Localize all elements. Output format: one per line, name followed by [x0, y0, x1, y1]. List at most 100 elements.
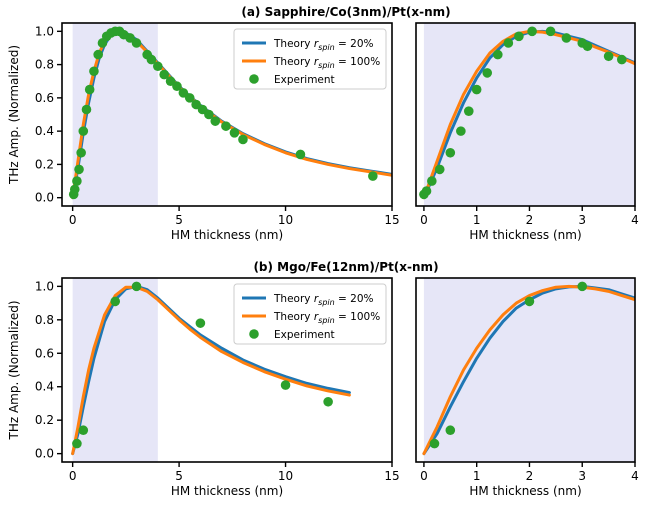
x-tick-label: 10	[278, 469, 293, 483]
y-tick-label: 1.0	[35, 279, 54, 293]
shaded-region	[423, 278, 635, 462]
experiment-point	[131, 38, 142, 48]
legend-label: Theory rspin = 100%	[273, 56, 380, 70]
x-tick-label: 2	[526, 213, 534, 227]
y-tick-label: 0.0	[35, 447, 54, 461]
experiment-point	[159, 69, 169, 80]
y-tick-label: 0.8	[35, 58, 54, 72]
x-tick-label: 0	[69, 469, 77, 483]
x-tick-label: 5	[175, 469, 183, 483]
x-tick-label: 0	[69, 213, 77, 227]
x-tick-label: 2	[526, 469, 534, 483]
experiment-point	[603, 51, 614, 62]
x-axis-label: HM thickness (nm)	[469, 228, 581, 242]
y-tick-label: 0.0	[35, 191, 54, 205]
experiment-point	[146, 54, 157, 65]
legend-swatch	[249, 74, 259, 84]
experiment-point	[295, 149, 306, 160]
x-tick-label: 3	[578, 469, 586, 483]
x-tick-label: 3	[578, 213, 586, 227]
x-axis-label: HM thickness (nm)	[171, 484, 283, 498]
legend-label: Theory rspin = 20%	[273, 38, 374, 52]
panel-a-left: 0 5 10 15 0.0 0.2 0.4 0.6 0.8 1.0 HM thickness (nm…	[7, 22, 400, 242]
experiment-point	[204, 109, 214, 120]
experiment-point	[153, 61, 163, 72]
experiment-point	[69, 184, 80, 195]
experiment-point	[110, 296, 121, 307]
x-tick-label: 1	[473, 213, 481, 227]
legend-label: Theory rspin = 20%	[273, 293, 374, 307]
theory-100-line	[422, 284, 635, 456]
experiment-point	[471, 84, 482, 95]
experiment-point	[280, 380, 291, 390]
axes-frame	[61, 22, 393, 207]
experiment-point	[78, 126, 89, 136]
experiment-point	[427, 176, 437, 186]
experiment-point	[84, 84, 95, 95]
legend-label: Theory rspin = 100%	[273, 311, 380, 325]
legend-label: Experiment	[274, 74, 335, 86]
y-axis-label: THz Amp. (Normalized)	[7, 300, 21, 440]
experiment-point	[89, 66, 99, 77]
experiment-point	[229, 128, 240, 138]
experiment-point	[74, 164, 84, 175]
experiment-point	[492, 49, 503, 60]
experiment-point	[503, 38, 514, 48]
theory-100-line	[71, 285, 351, 456]
experiment-point	[195, 318, 206, 328]
experiment-point	[76, 147, 86, 158]
y-axis-label: THz Amp. (Normalized)	[7, 45, 21, 185]
experiment-point	[210, 116, 221, 126]
y-tick-label: 1.0	[35, 24, 54, 38]
experiment-point	[184, 93, 195, 103]
experiment-point	[527, 26, 537, 37]
experiment-point	[238, 134, 248, 145]
panel-b-left: 0 5 10 15 0.0 0.2 0.4 0.6 0.8 1.0 HM thickness (nm…	[7, 277, 400, 498]
y-tick-label: 0.2	[35, 413, 54, 427]
experiment-point	[524, 296, 535, 307]
x-tick-label: 0	[420, 213, 428, 227]
x-tick-label: 15	[384, 213, 399, 227]
panel-a-right: 0 1 2 3 4 HM thickness (nm)	[415, 22, 639, 242]
experiment-point	[221, 121, 231, 131]
legend-swatch	[249, 329, 259, 339]
x-tick-label: 4	[631, 213, 639, 227]
y-tick-label: 0.6	[35, 346, 54, 360]
row-b-title: (b) Mgo/Fe(12nm)/Pt(x-nm)	[253, 260, 438, 274]
legend: Theory rspin = 20% Theory rspin = 100% Exp…	[233, 28, 387, 90]
experiment-point	[561, 33, 572, 43]
experiment-point	[429, 438, 440, 449]
experiment-point	[482, 68, 493, 78]
experiment-point	[577, 281, 588, 292]
x-tick-label: 1	[473, 469, 481, 483]
y-tick-label: 0.8	[35, 313, 54, 327]
experiment-point	[421, 186, 432, 196]
x-tick-label: 15	[384, 469, 399, 483]
experiment-point	[582, 41, 593, 52]
experiment-point	[72, 176, 82, 186]
experiment-point	[456, 126, 466, 136]
experiment-point	[463, 106, 474, 116]
experiment-point	[445, 147, 456, 158]
legend-label: Experiment	[274, 329, 335, 341]
row-a-title: (a) Sapphire/Co(3nm)/Pt(x-nm)	[241, 5, 450, 19]
axes-frame	[61, 277, 393, 463]
x-tick-label: 10	[278, 213, 293, 227]
experiment-point	[617, 54, 627, 65]
experiment-point	[131, 281, 142, 292]
x-tick-label: 4	[631, 469, 639, 483]
x-tick-label: 0	[420, 469, 428, 483]
experiment-point	[78, 425, 89, 436]
axes-frame	[415, 22, 636, 207]
y-tick-label: 0.6	[35, 91, 54, 105]
experiment-point	[545, 26, 556, 37]
experiment-point	[72, 438, 82, 449]
experiment-point	[445, 425, 456, 436]
experiment-point	[323, 396, 333, 407]
x-tick-label: 5	[175, 213, 183, 227]
x-axis-label: HM thickness (nm)	[171, 228, 283, 242]
x-axis-label: HM thickness (nm)	[469, 484, 581, 498]
experiment-point	[93, 49, 103, 60]
experiment-point	[81, 104, 92, 115]
